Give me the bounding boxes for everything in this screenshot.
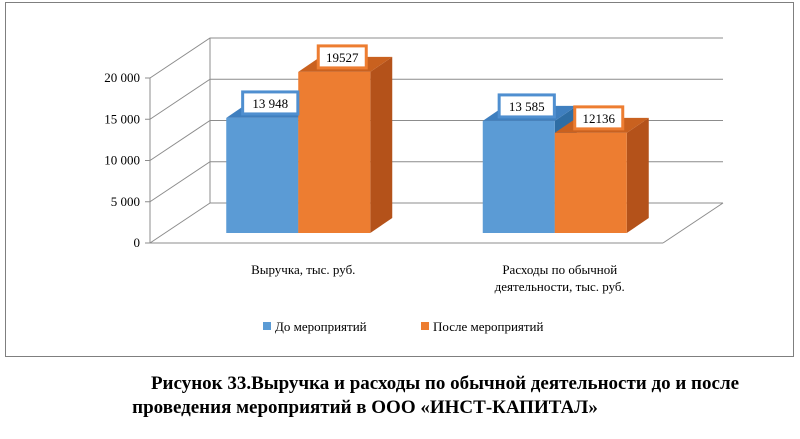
category-label: деятельности, тыс. руб.: [495, 279, 625, 294]
bar: [226, 117, 299, 233]
floor-right-edge: [662, 202, 724, 244]
y-tick-label: 0: [134, 235, 141, 250]
y-tick-label: 10 000: [104, 153, 140, 168]
caption-line-2: проведения мероприятий в ООО «ИНСТ-КАПИТ…: [132, 397, 598, 418]
bar-chart: 0 5 000 10 000 15 000 20 000 13 948 19527 13 5…: [104, 37, 724, 334]
data-label-box: [241, 90, 300, 116]
bar: [554, 132, 627, 233]
bar-side: [626, 117, 649, 233]
legend-label: До мероприятий: [275, 319, 367, 334]
caption-line-1: Рисунок 33.Выручка и расходы по обычной …: [150, 373, 740, 394]
figure-caption: Рисунок 33.Выручка и расходы по обычной …: [0, 372, 800, 420]
y-tick-label: 15 000: [104, 111, 140, 126]
gridline: [149, 37, 723, 79]
data-label: 19527: [326, 50, 359, 65]
data-label-box: [497, 93, 556, 119]
data-labels: 13 948 19527 13 585 12136: [241, 44, 625, 131]
category-label: Расходы по обычной: [502, 262, 617, 277]
data-label-box: [573, 105, 625, 131]
y-axis-ticks: 0 5 000 10 000 15 000 20 000: [104, 70, 150, 250]
bar: [298, 71, 371, 233]
chart-frame: [5, 2, 794, 357]
category-labels: Выручка, тыс. руб. Расходы по обычной деят…: [251, 262, 625, 294]
y-tick-label: 5 000: [111, 194, 140, 209]
data-label: 13 585: [509, 99, 545, 114]
legend-label: После мероприятий: [433, 319, 544, 334]
chart-legend: До мероприятий После мероприятий: [263, 319, 544, 334]
category-label: Выручка, тыс. руб.: [251, 262, 355, 277]
chart-bars: [226, 56, 649, 233]
data-label-box: [316, 44, 368, 70]
y-tick-label: 20 000: [104, 70, 140, 85]
bar: [482, 120, 555, 233]
data-label: 12136: [583, 111, 616, 126]
data-label: 13 948: [252, 96, 288, 111]
gridline: [149, 78, 723, 120]
bar-side: [370, 56, 393, 233]
legend-swatch: [263, 322, 271, 330]
floor-left-edge: [149, 202, 211, 244]
legend-swatch: [421, 322, 429, 330]
